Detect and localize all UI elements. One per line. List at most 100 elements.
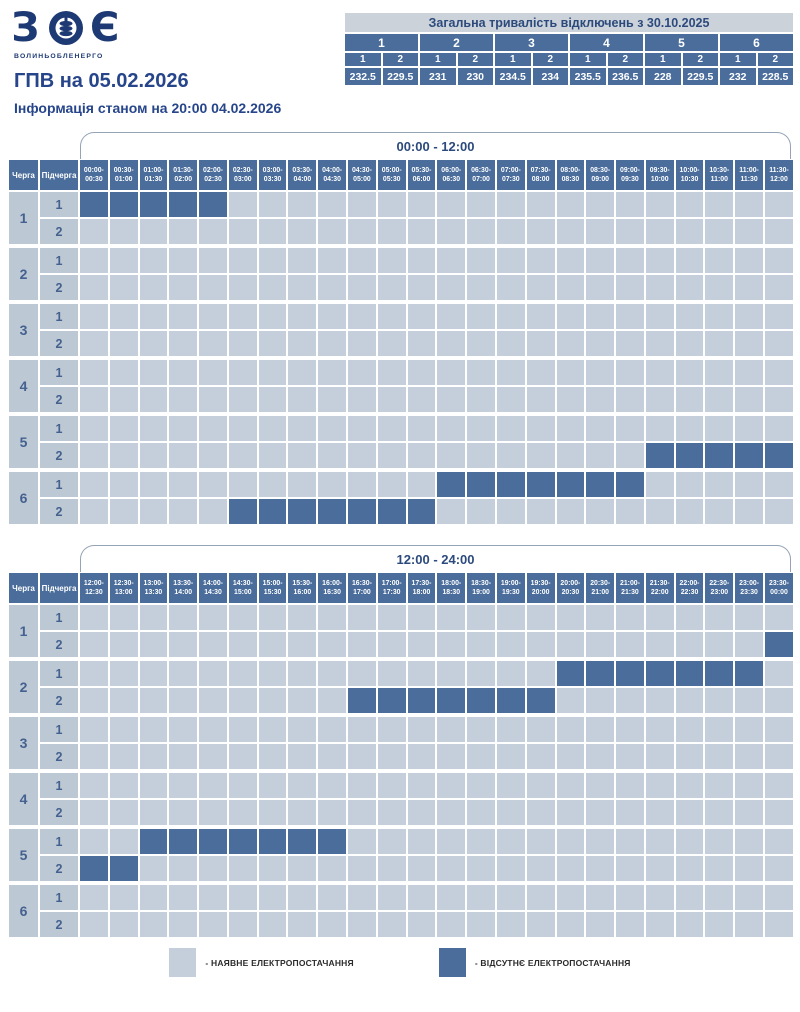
time-slot-end: 07:00 (472, 176, 490, 183)
power-cell (377, 358, 406, 385)
power-cell (735, 470, 763, 497)
power-cell (288, 771, 317, 798)
power-cell (526, 499, 555, 524)
power-cell (318, 912, 347, 937)
time-slot-start: 07:00- (500, 166, 521, 174)
power-cell (348, 246, 376, 273)
power-cell (467, 219, 495, 244)
power-cell (705, 688, 734, 713)
power-cell (80, 912, 108, 937)
power-cell (705, 275, 734, 300)
power-cell (80, 499, 108, 524)
power-cell (80, 387, 108, 412)
power-cell (169, 358, 198, 385)
subqueue-label: 2 (40, 912, 78, 937)
subqueue-label: 2 (40, 800, 78, 825)
power-cell (169, 744, 198, 769)
power-cell (764, 192, 793, 217)
power-cell (139, 331, 168, 356)
outage-cell (675, 443, 704, 468)
queue-label: 3 (9, 715, 38, 769)
power-cell (318, 331, 347, 356)
power-cell (526, 387, 555, 412)
power-cell (199, 715, 227, 742)
power-cell (348, 358, 376, 385)
time-slot-header: 10:30- 11:00 (705, 160, 734, 190)
power-cell (616, 192, 644, 217)
time-slot-header: 03:30- 04:00 (288, 160, 317, 190)
time-slot-header: 06:00- 06:30 (437, 160, 466, 190)
time-slot-end: 15:30 (263, 589, 282, 596)
power-cell (586, 499, 615, 524)
power-cell (258, 331, 287, 356)
power-cell (80, 470, 108, 497)
totals-subqueue-cell: 2 (457, 53, 493, 66)
power-cell (199, 246, 227, 273)
power-cell (109, 331, 138, 356)
power-cell (348, 605, 376, 630)
power-cell (80, 800, 108, 825)
power-cell (258, 414, 287, 441)
power-cell (616, 443, 644, 468)
power-cell (437, 744, 466, 769)
power-cell (199, 331, 227, 356)
totals-value-cell: 229.5 (682, 68, 718, 85)
power-cell (199, 856, 227, 881)
time-slot-start: 21:30- (649, 579, 670, 587)
power-cell (496, 275, 525, 300)
time-slot-header: 20:30- 21:00 (586, 573, 615, 603)
outage-cell (377, 499, 406, 524)
power-cell (318, 688, 347, 713)
power-cell (288, 659, 317, 686)
subqueue-label: 2 (40, 443, 78, 468)
subqueue-label: 1 (40, 246, 78, 273)
power-cell (645, 219, 674, 244)
power-cell (496, 443, 525, 468)
power-cell (199, 499, 227, 524)
time-slot-end: 16:30 (323, 589, 341, 596)
time-slot-end: 19:30 (502, 589, 520, 596)
page-title: ГПВ на 05.02.2026 (14, 70, 189, 92)
power-cell (496, 219, 525, 244)
power-cell (377, 800, 406, 825)
power-cell (169, 387, 198, 412)
power-cell (705, 605, 734, 630)
power-cell (705, 499, 734, 524)
power-cell (437, 331, 466, 356)
power-cell (437, 883, 466, 910)
power-cell (496, 912, 525, 937)
time-slot-header: 07:30- 08:00 (526, 160, 555, 190)
power-cell (407, 827, 436, 854)
power-cell (288, 883, 317, 910)
power-cell (586, 358, 615, 385)
subqueue-label: 2 (40, 688, 78, 713)
power-cell (139, 605, 168, 630)
power-cell (616, 800, 644, 825)
power-cell (377, 912, 406, 937)
power-cell (675, 827, 704, 854)
power-cell (675, 715, 704, 742)
time-slot-start: 09:30- (649, 166, 670, 174)
power-cell (556, 443, 585, 468)
power-cell (437, 246, 466, 273)
outage-cell (586, 659, 615, 686)
power-cell (496, 414, 525, 441)
queue-label: 1 (9, 605, 38, 657)
time-slot-start: 16:00- (322, 579, 343, 587)
time-slot-header: 05:00- 05:30 (377, 160, 406, 190)
power-cell (616, 331, 644, 356)
totals-subqueue-cell: 1 (495, 53, 531, 66)
power-cell (586, 744, 615, 769)
power-cell (377, 443, 406, 468)
subqueue-label: 2 (40, 632, 78, 657)
power-cell (467, 800, 495, 825)
power-cell (764, 358, 793, 385)
power-cell (199, 771, 227, 798)
power-cell (526, 827, 555, 854)
power-cell (496, 192, 525, 217)
totals-title: Загальна тривалість відключень з 30.10.2… (345, 13, 793, 32)
outage-cell (764, 443, 793, 468)
